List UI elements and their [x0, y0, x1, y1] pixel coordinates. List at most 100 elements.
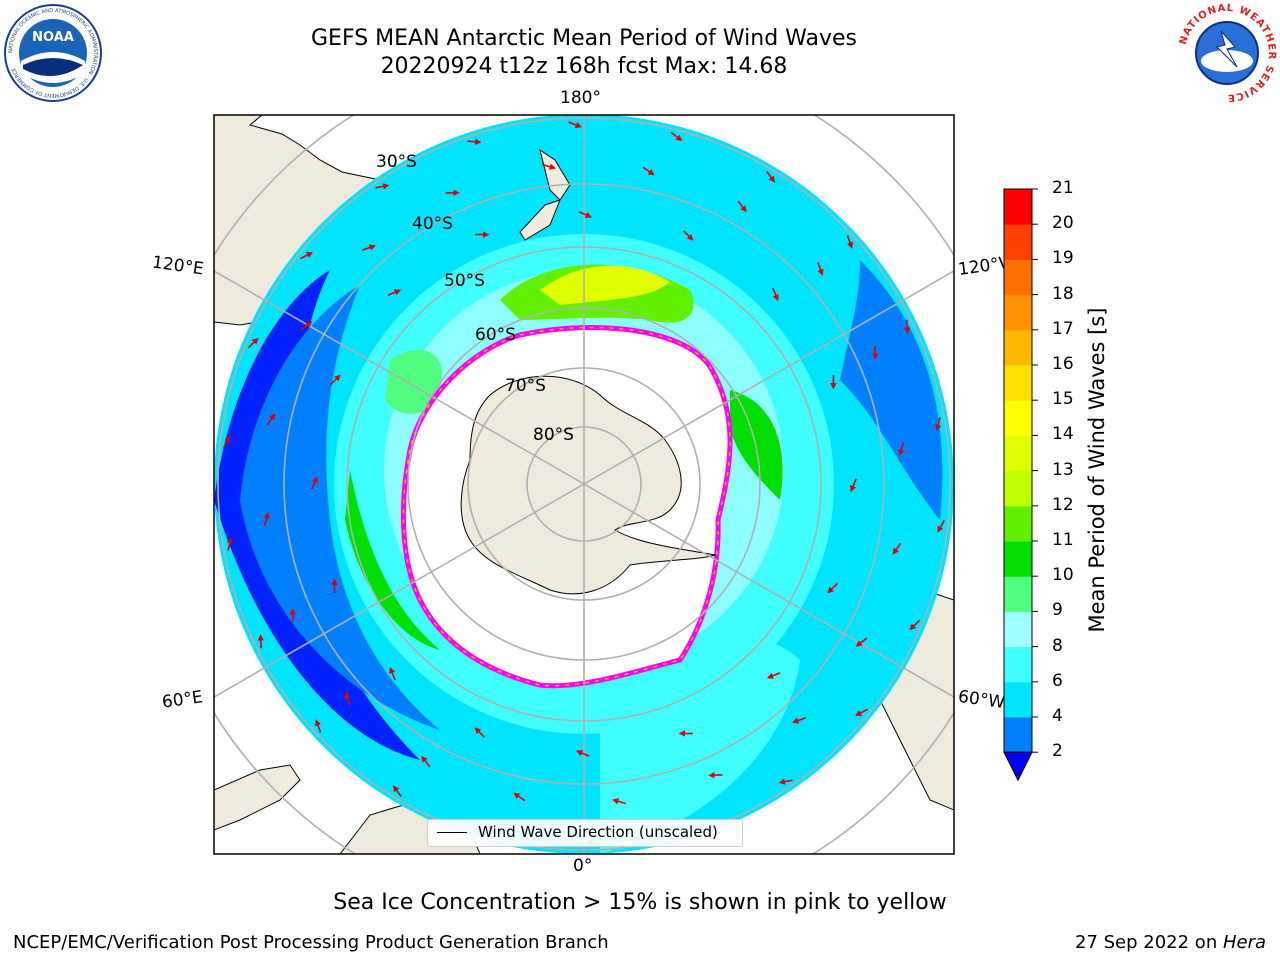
lat-label-30s: 30°S: [376, 152, 417, 172]
wave-direction-arrow: [817, 262, 824, 276]
legend-line-sample: [437, 832, 467, 833]
wave-direction-arrow: [846, 235, 854, 249]
colorbar-segment: [1004, 611, 1032, 648]
wave-direction-arrow: [778, 778, 793, 785]
colorbar-segment: [1004, 646, 1032, 683]
wave-direction-arrow: [263, 512, 270, 526]
wave-direction-arrow: [542, 163, 556, 170]
noaa-logo-text: NOAA: [32, 30, 74, 45]
colorbar-tick-label: 16: [1052, 354, 1074, 374]
legend-label: Wind Wave Direction (unscaled): [478, 823, 718, 841]
wave-direction-arrow: [467, 138, 482, 145]
wave-direction-arrow: [314, 719, 322, 733]
wind-wave-arrows: [222, 121, 946, 847]
wave-direction-arrow: [300, 321, 313, 331]
lat-label-80s: 80°S: [533, 425, 574, 445]
colorbar-tick-label: 21: [1052, 178, 1074, 198]
wave-direction-arrow: [642, 166, 655, 176]
wave-direction-arrow: [854, 708, 868, 716]
wave-direction-arrow: [421, 755, 431, 768]
colorbar-tick-label: 13: [1052, 459, 1074, 480]
colorbar-segment: [1004, 400, 1032, 436]
wave-direction-arrow: [937, 519, 946, 533]
colorbar-tick-label: 11: [1052, 530, 1074, 550]
lon-label-top: 180°: [560, 88, 601, 108]
wave-direction-arrow: [389, 666, 396, 681]
colorbar-segment: [1004, 224, 1032, 260]
wave-band-deep: [214, 270, 420, 760]
landmass-new-zealand: [519, 148, 571, 241]
wave-band-yellow-top: [540, 265, 670, 305]
wave-direction-arrow: [222, 435, 231, 449]
lat-label-50s: 50°S: [444, 271, 485, 291]
colorbar-tick-label: 8: [1052, 635, 1063, 656]
wave-direction-arrow: [266, 413, 276, 426]
lat-label-60s: 60°S: [475, 325, 516, 345]
wave-direction-arrow: [737, 200, 747, 213]
colorbar-tick-label: 9: [1052, 600, 1063, 621]
colorbar-tick-label: 12: [1052, 494, 1074, 515]
colorbar-tick-label: 20: [1052, 213, 1074, 234]
landmass-antarctica: [460, 375, 717, 595]
wave-direction-arrow: [362, 244, 376, 251]
lon-label-bottom: 0°: [573, 856, 593, 876]
colorbar-tick-label: 14: [1052, 424, 1074, 445]
colorbar-segment: [1004, 541, 1032, 577]
colorbar-tick-label: 15: [1052, 389, 1074, 410]
wave-direction-arrow: [392, 785, 402, 798]
credit-right: 27 Sep 2022 on Hera: [1075, 932, 1266, 953]
credit-left: NCEP/EMC/Verification Post Processing Pr…: [13, 932, 609, 953]
colorbar-segment: [1004, 365, 1032, 401]
graticule: [214, 115, 954, 854]
map-legend: Wind Wave Direction (unscaled): [427, 819, 743, 847]
wave-direction-arrow: [578, 211, 593, 218]
wave-direction-arrow: [474, 727, 486, 738]
colorbar-tick-label: 17: [1052, 318, 1074, 339]
footnote: Sea Ice Concentration > 15% is shown in …: [333, 890, 947, 915]
credit-date: 27 Sep 2022 on: [1075, 932, 1223, 953]
wave-direction-arrow: [575, 750, 590, 757]
wave-direction-arrow: [300, 252, 314, 260]
colorbar: [1003, 188, 1038, 782]
wave-direction-arrow: [513, 792, 526, 802]
nws-logo: NATIONAL WEATHER SERVICE: [1178, 3, 1276, 103]
colorbar-extend-triangle: [1003, 751, 1033, 782]
colorbar-tick-label: 10: [1052, 565, 1074, 586]
wave-direction-arrow: [904, 319, 911, 334]
wave-direction-arrow: [247, 337, 259, 349]
wave-direction-arrow: [850, 478, 857, 493]
colorbar-segment: [1004, 681, 1032, 718]
lat-label-40s: 40°S: [412, 214, 453, 234]
wave-direction-arrow: [766, 672, 781, 679]
wave-direction-arrow: [670, 131, 683, 142]
wave-direction-arrow: [375, 183, 390, 190]
wave-direction-arrow: [909, 619, 921, 631]
wave-direction-arrow: [772, 287, 779, 302]
wave-direction-arrow: [568, 121, 582, 128]
wave-direction-arrow: [766, 170, 776, 183]
lat-label-70s: 70°S: [505, 376, 546, 396]
colorbar-tick-label: 2: [1052, 741, 1063, 762]
colorbar-segment: [1004, 505, 1032, 542]
credit-host: Hera: [1222, 932, 1266, 953]
colorbar-tick-label: 19: [1052, 248, 1074, 269]
colorbar-title: Mean Period of Wind Waves [s]: [1085, 307, 1109, 633]
map-frame: [213, 114, 955, 855]
wave-direction-arrow: [311, 475, 318, 490]
wave-direction-arrow: [792, 717, 806, 724]
wave-direction-arrow: [330, 374, 341, 386]
wave-direction-arrow: [612, 798, 626, 805]
noaa-logo: NOAA NATIONAL OCEANIC AND ATMOSPHERIC AD…: [4, 4, 102, 102]
colorbar-segment: [1004, 294, 1032, 331]
wave-direction-arrow: [387, 289, 402, 296]
colorbar-tick-label: 18: [1052, 283, 1074, 304]
wave-band-green-upperleft: [385, 350, 442, 414]
colorbar-segment: [1004, 470, 1032, 507]
wave-direction-arrow: [855, 637, 868, 647]
chart-title: GEFS MEAN Antarctic Mean Period of Wind …: [311, 26, 857, 51]
colorbar-segment: [1004, 259, 1032, 296]
wave-direction-arrow: [935, 417, 942, 432]
colorbar-segment: [1004, 435, 1032, 472]
wave-direction-arrow: [226, 536, 233, 551]
wave-band-blue-right: [840, 260, 943, 520]
